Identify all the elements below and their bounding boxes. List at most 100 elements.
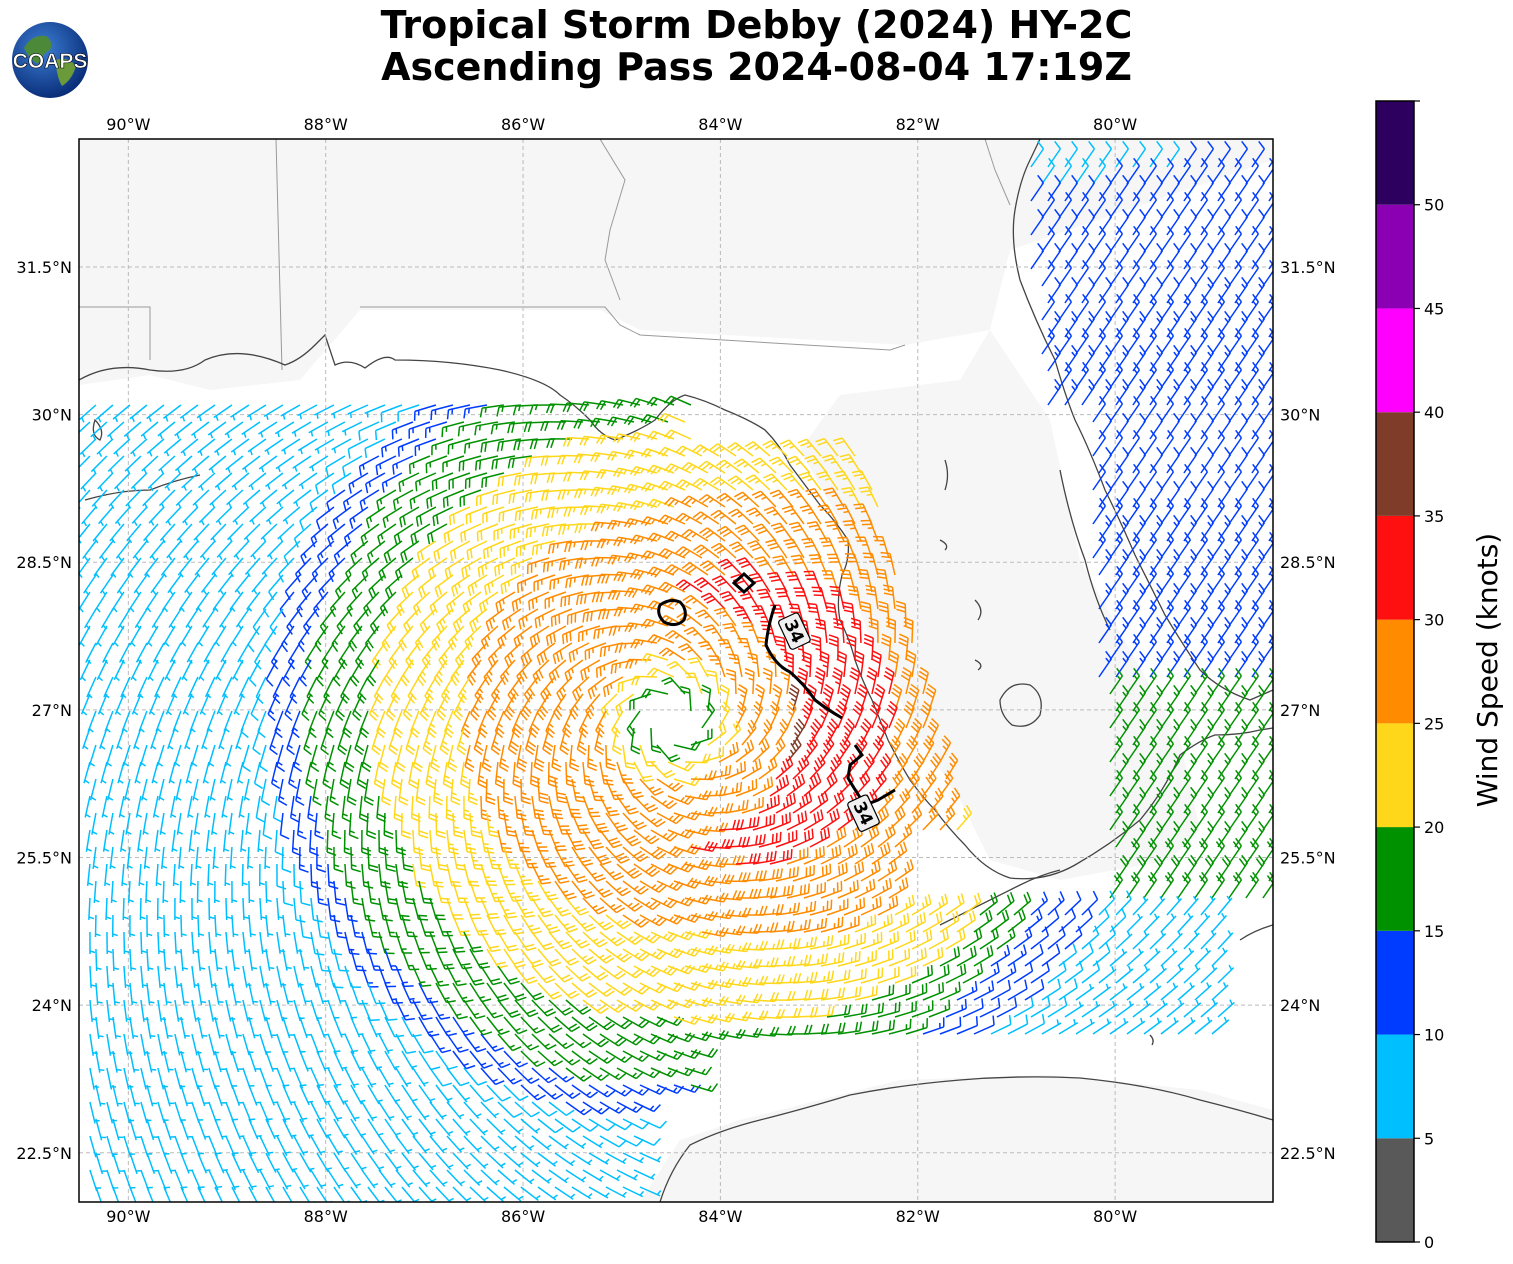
wind-barb <box>1047 242 1062 270</box>
wind-barb <box>1217 412 1232 440</box>
wind-barb <box>392 489 414 510</box>
wind-barb <box>415 472 437 492</box>
wind-barb <box>1058 327 1073 355</box>
wind-barb <box>1251 412 1266 440</box>
wind-barb <box>1268 465 1273 474</box>
wind-barb <box>798 471 822 491</box>
wind-barb <box>1030 208 1045 236</box>
wind-barb <box>276 489 295 508</box>
colorbar-bin <box>1376 619 1414 724</box>
wind-barb <box>1143 259 1158 287</box>
wind-barb <box>1115 412 1130 440</box>
wind-barb <box>1092 293 1107 321</box>
wind-barb <box>1251 208 1266 236</box>
wind-barb <box>1245 157 1260 185</box>
wind-barb <box>745 474 771 491</box>
lon-tick-label-top: 86°W <box>501 115 545 134</box>
wind-barb <box>431 438 454 456</box>
wind-barb <box>1194 157 1209 185</box>
wind-barb <box>1245 259 1260 287</box>
wind-barb <box>1268 499 1273 508</box>
lon-tick-label-top: 80°W <box>1093 115 1137 134</box>
wind-barb <box>314 404 335 419</box>
wind-barb <box>1228 293 1243 321</box>
wind-barb <box>1200 276 1215 304</box>
wind-barb <box>1217 378 1232 406</box>
wind-barb <box>1075 225 1090 253</box>
wind-barb <box>1064 140 1079 168</box>
wind-barb <box>1234 480 1249 508</box>
wind-barb <box>530 506 556 520</box>
colorbar-bins <box>1376 101 1414 1242</box>
wind-barb <box>448 472 471 490</box>
wind-barb <box>1143 429 1158 457</box>
wind-barb <box>1149 412 1164 440</box>
wind-barb <box>393 523 414 546</box>
wind-barb <box>1143 395 1158 423</box>
wind-barb <box>596 468 624 480</box>
wind-barb <box>308 421 329 437</box>
wind-barb <box>207 421 227 439</box>
wind-barb <box>1081 344 1096 372</box>
lon-tick-label-top: 84°W <box>698 115 742 134</box>
wind-barb <box>1183 480 1198 508</box>
wind-barb <box>1149 446 1164 474</box>
wind-barb <box>692 444 720 457</box>
wind-barb <box>657 480 686 491</box>
wind-barb <box>1183 242 1198 270</box>
wind-barb <box>165 506 182 526</box>
wind-barb <box>1160 463 1175 491</box>
wind-barb <box>1217 344 1232 372</box>
wind-barb <box>1047 344 1062 372</box>
wind-barb <box>1217 174 1232 202</box>
wind-barb <box>1228 157 1243 185</box>
wind-barb <box>1041 259 1056 287</box>
wind-barb <box>130 472 148 492</box>
wind-barb <box>1211 191 1226 219</box>
wind-barb <box>1058 259 1073 287</box>
wind-barb <box>1092 429 1107 457</box>
wind-barb <box>1126 429 1141 457</box>
wind-barb <box>805 488 828 508</box>
wind-barb <box>1217 480 1232 508</box>
wind-barb <box>1211 157 1226 185</box>
wind-barb <box>1126 157 1141 185</box>
wind-barb <box>1245 395 1260 423</box>
wind-barb <box>230 404 250 421</box>
wind-barb <box>109 523 125 544</box>
wind-barb <box>1109 259 1124 287</box>
map-title: Tropical Storm Debby (2024) HY-2C Ascend… <box>0 4 1513 88</box>
wind-barb <box>1098 446 1113 474</box>
wind-barb <box>1126 293 1141 321</box>
wind-barb <box>1092 259 1107 287</box>
wind-barb <box>341 421 363 436</box>
wind-barb <box>681 461 709 474</box>
wind-barb <box>409 489 431 510</box>
wind-barb <box>282 506 301 525</box>
wind-barb <box>1160 225 1175 253</box>
wind-barb <box>131 506 148 526</box>
wind-barb <box>146 404 165 422</box>
wind-barb <box>563 471 589 482</box>
wind-barb <box>1268 261 1273 270</box>
wind-barb <box>426 523 448 545</box>
wind-barb <box>851 470 873 491</box>
wind-barb <box>258 455 278 473</box>
wind-barb <box>242 455 261 473</box>
wind-barb <box>596 503 624 514</box>
wind-barb <box>224 421 244 439</box>
wind-barb <box>1166 412 1181 440</box>
wind-barb <box>432 506 454 527</box>
wind-barb <box>98 506 114 527</box>
gridlines <box>79 139 1273 1202</box>
wind-barb <box>359 489 380 512</box>
wind-barb <box>281 472 301 490</box>
wind-barb <box>1132 140 1147 168</box>
wind-barb <box>1047 208 1062 236</box>
wind-barb <box>1092 225 1107 253</box>
wind-barb <box>365 506 386 529</box>
wind-barb <box>590 452 618 463</box>
colorbar-tick-label: 15 <box>1424 922 1444 941</box>
wind-barb <box>1064 344 1079 372</box>
wind-barb <box>1058 293 1073 321</box>
